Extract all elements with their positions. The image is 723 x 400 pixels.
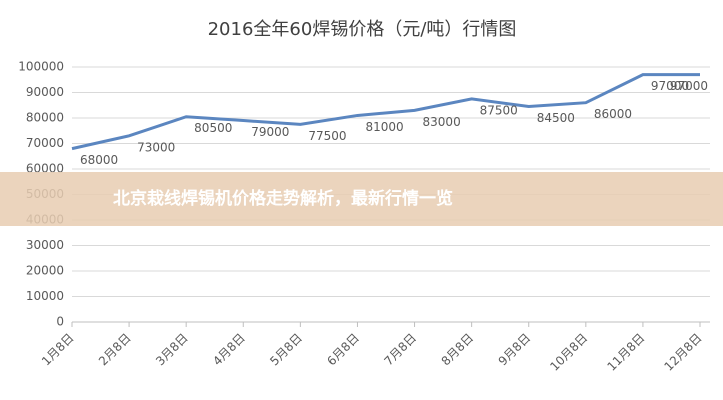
x-tick-label: 4月8日 bbox=[210, 331, 248, 369]
y-tick-label: 70000 bbox=[26, 136, 64, 150]
line bbox=[71, 73, 700, 151]
data-label: 84500 bbox=[537, 111, 575, 125]
data-label: 83000 bbox=[423, 115, 461, 129]
data-label: 68000 bbox=[80, 153, 118, 167]
data-label: 97000 bbox=[670, 79, 708, 93]
data-label: 79000 bbox=[251, 125, 289, 139]
y-tick-label: 30000 bbox=[26, 238, 64, 252]
x-tick-label: 2月8日 bbox=[96, 331, 134, 369]
x-tick-label: 3月8日 bbox=[153, 331, 191, 369]
x-tick-label: 10月8日 bbox=[547, 331, 590, 374]
data-label: 87500 bbox=[480, 103, 518, 117]
x-tick-label: 6月8日 bbox=[324, 331, 362, 369]
x-tick-label: 7月8日 bbox=[381, 331, 419, 369]
x-tick-label: 11月8日 bbox=[604, 331, 647, 374]
data-label: 77500 bbox=[308, 129, 346, 143]
y-tick-label: 100000 bbox=[18, 60, 64, 74]
x-tick-label: 12月8日 bbox=[662, 331, 705, 374]
y-tick-label: 20000 bbox=[26, 264, 64, 278]
data-label: 86000 bbox=[594, 107, 632, 121]
x-tick-label: 9月8日 bbox=[496, 331, 534, 369]
chart-title: 2016全年60焊锡价格（元/吨）行情图 bbox=[208, 19, 517, 40]
data-label: 73000 bbox=[137, 140, 175, 154]
data-label: 81000 bbox=[365, 120, 403, 134]
y-tick-label: 80000 bbox=[26, 111, 64, 125]
x-tick-label: 5月8日 bbox=[267, 331, 305, 369]
data-label: 80500 bbox=[194, 121, 232, 135]
y-tick-label: 0 bbox=[56, 315, 64, 329]
data-label: 97000 bbox=[651, 79, 689, 93]
y-tick-label: 90000 bbox=[26, 85, 64, 99]
x-tick-label: 8月8日 bbox=[439, 331, 477, 369]
x-tick-label: 1月8日 bbox=[39, 331, 77, 369]
banner: 北京栽线焊锡机价格走势解析，最新行情一览 bbox=[0, 172, 723, 226]
y-tick-label: 10000 bbox=[26, 289, 64, 303]
